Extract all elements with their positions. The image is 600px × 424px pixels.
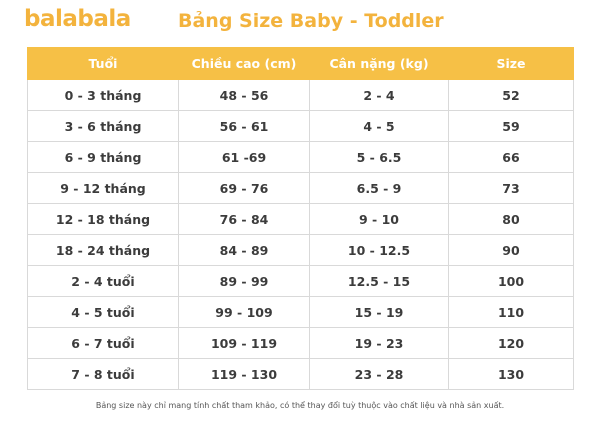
table-row: 4 - 5 tuổi 99 - 109 15 - 19 110: [27, 296, 574, 328]
cell-weight: 19 - 23: [309, 327, 449, 359]
table-row: 9 - 12 tháng 69 - 76 6.5 - 9 73: [27, 172, 574, 204]
cell-size: 100: [448, 265, 574, 297]
cell-weight: 2 - 4: [309, 79, 449, 111]
cell-size: 120: [448, 327, 574, 359]
cell-age: 4 - 5 tuổi: [27, 296, 179, 328]
size-table: Tuổi Chiều cao (cm) Cân nặng (kg) Size 0…: [27, 47, 574, 390]
cell-height: 99 - 109: [178, 296, 310, 328]
table-row: 3 - 6 tháng 56 - 61 4 - 5 59: [27, 110, 574, 142]
cell-age: 6 - 7 tuổi: [27, 327, 179, 359]
cell-size: 66: [448, 141, 574, 173]
cell-weight: 10 - 12.5: [309, 234, 449, 266]
table-body: 0 - 3 tháng 48 - 56 2 - 4 52 3 - 6 tháng…: [27, 79, 574, 390]
table-row: 6 - 7 tuổi 109 - 119 19 - 23 120: [27, 327, 574, 359]
cell-height: 84 - 89: [178, 234, 310, 266]
cell-size: 110: [448, 296, 574, 328]
table-row: 0 - 3 tháng 48 - 56 2 - 4 52: [27, 79, 574, 111]
cell-weight: 12.5 - 15: [309, 265, 449, 297]
cell-weight: 5 - 6.5: [309, 141, 449, 173]
cell-height: 109 - 119: [178, 327, 310, 359]
header-weight: Cân nặng (kg): [309, 47, 449, 80]
cell-size: 59: [448, 110, 574, 142]
cell-size: 80: [448, 203, 574, 235]
cell-height: 56 - 61: [178, 110, 310, 142]
cell-weight: 9 - 10: [309, 203, 449, 235]
cell-size: 130: [448, 358, 574, 390]
cell-weight: 23 - 28: [309, 358, 449, 390]
cell-age: 12 - 18 tháng: [27, 203, 179, 235]
cell-weight: 4 - 5: [309, 110, 449, 142]
cell-age: 7 - 8 tuổi: [27, 358, 179, 390]
cell-size: 73: [448, 172, 574, 204]
table-row: 2 - 4 tuổi 89 - 99 12.5 - 15 100: [27, 265, 574, 297]
cell-size: 90: [448, 234, 574, 266]
header-age: Tuổi: [27, 47, 179, 80]
table-row: 18 - 24 tháng 84 - 89 10 - 12.5 90: [27, 234, 574, 266]
cell-height: 48 - 56: [178, 79, 310, 111]
cell-age: 3 - 6 tháng: [27, 110, 179, 142]
brand-logo: balabala: [24, 6, 131, 32]
cell-height: 61 -69: [178, 141, 310, 173]
table-row: 6 - 9 tháng 61 -69 5 - 6.5 66: [27, 141, 574, 173]
table-row: 12 - 18 tháng 76 - 84 9 - 10 80: [27, 203, 574, 235]
page-title: Bảng Size Baby - Toddler: [178, 10, 444, 32]
cell-weight: 15 - 19: [309, 296, 449, 328]
cell-size: 52: [448, 79, 574, 111]
cell-age: 9 - 12 tháng: [27, 172, 179, 204]
cell-age: 18 - 24 tháng: [27, 234, 179, 266]
header-size: Size: [448, 47, 574, 80]
table-row: 7 - 8 tuổi 119 - 130 23 - 28 130: [27, 358, 574, 390]
cell-age: 2 - 4 tuổi: [27, 265, 179, 297]
table-header-row: Tuổi Chiều cao (cm) Cân nặng (kg) Size: [27, 47, 574, 80]
cell-weight: 6.5 - 9: [309, 172, 449, 204]
cell-height: 89 - 99: [178, 265, 310, 297]
cell-age: 6 - 9 tháng: [27, 141, 179, 173]
cell-age: 0 - 3 tháng: [27, 79, 179, 111]
disclaimer-note: Bảng size này chỉ mang tính chất tham kh…: [95, 401, 505, 410]
cell-height: 119 - 130: [178, 358, 310, 390]
header-height: Chiều cao (cm): [178, 47, 310, 80]
cell-height: 76 - 84: [178, 203, 310, 235]
cell-height: 69 - 76: [178, 172, 310, 204]
